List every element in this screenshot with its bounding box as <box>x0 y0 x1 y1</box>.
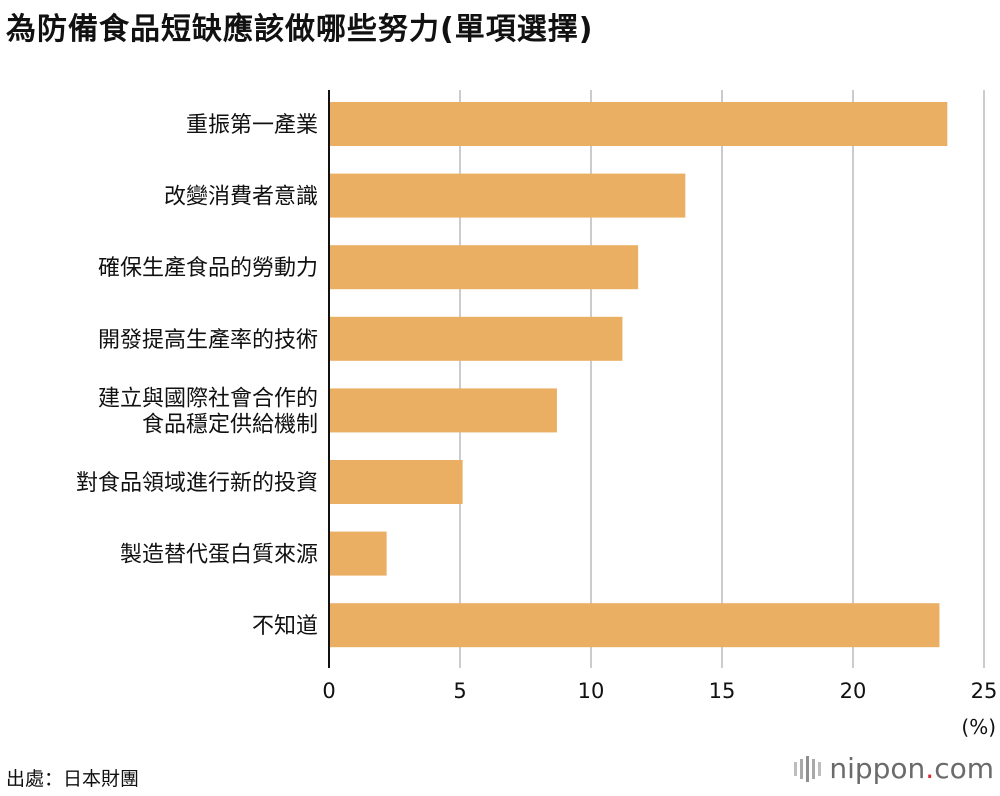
source-note: 出處：日本財團 <box>6 768 140 790</box>
brand-suffix: com <box>934 752 994 785</box>
bar <box>329 460 463 504</box>
brand-dot: . <box>925 752 935 785</box>
chart-title: 為防備食品短缺應該做哪些努力(單項選擇) <box>6 12 594 47</box>
brand-name: nippon <box>829 752 926 785</box>
category-label: 對食品領域進行新的投資 <box>76 471 318 496</box>
brand-logo: nippon. com <box>793 752 994 785</box>
bar <box>329 102 948 146</box>
brand-bars-icon <box>794 755 822 782</box>
x-tick-label: 25 <box>971 679 998 703</box>
category-labels: 重振第一產業改變消費者意識確保生產食品的勞動力開發提高生產率的技術建立與國際社會… <box>76 113 318 639</box>
x-tick-label: 10 <box>578 679 605 703</box>
category-label: 開發提高生產率的技術 <box>98 328 318 353</box>
bar <box>329 316 623 361</box>
bar <box>329 388 557 433</box>
category-label: 製造替代蛋白質來源 <box>120 543 318 568</box>
category-label: 不知道 <box>252 614 318 639</box>
bar <box>329 531 387 576</box>
bar <box>329 603 940 648</box>
category-label: 建立與國際社會合作的 <box>98 386 318 411</box>
bars <box>329 102 948 648</box>
bar <box>329 173 686 218</box>
category-label: 改變消費者意識 <box>164 185 318 210</box>
x-tick-label: 0 <box>322 679 335 703</box>
category-label: 重振第一產業 <box>186 113 318 138</box>
bar <box>329 245 639 290</box>
x-tick-label: 15 <box>709 679 736 703</box>
x-tick-label: 5 <box>453 679 466 703</box>
unit-label: (%) <box>961 715 996 739</box>
x-tick-labels: 0 5 10 15 20 25 <box>322 679 997 703</box>
x-tick-label: 20 <box>840 679 867 703</box>
category-label: 確保生產食品的勞動力 <box>98 256 318 281</box>
category-label: 食品穩定供給機制 <box>142 412 318 437</box>
